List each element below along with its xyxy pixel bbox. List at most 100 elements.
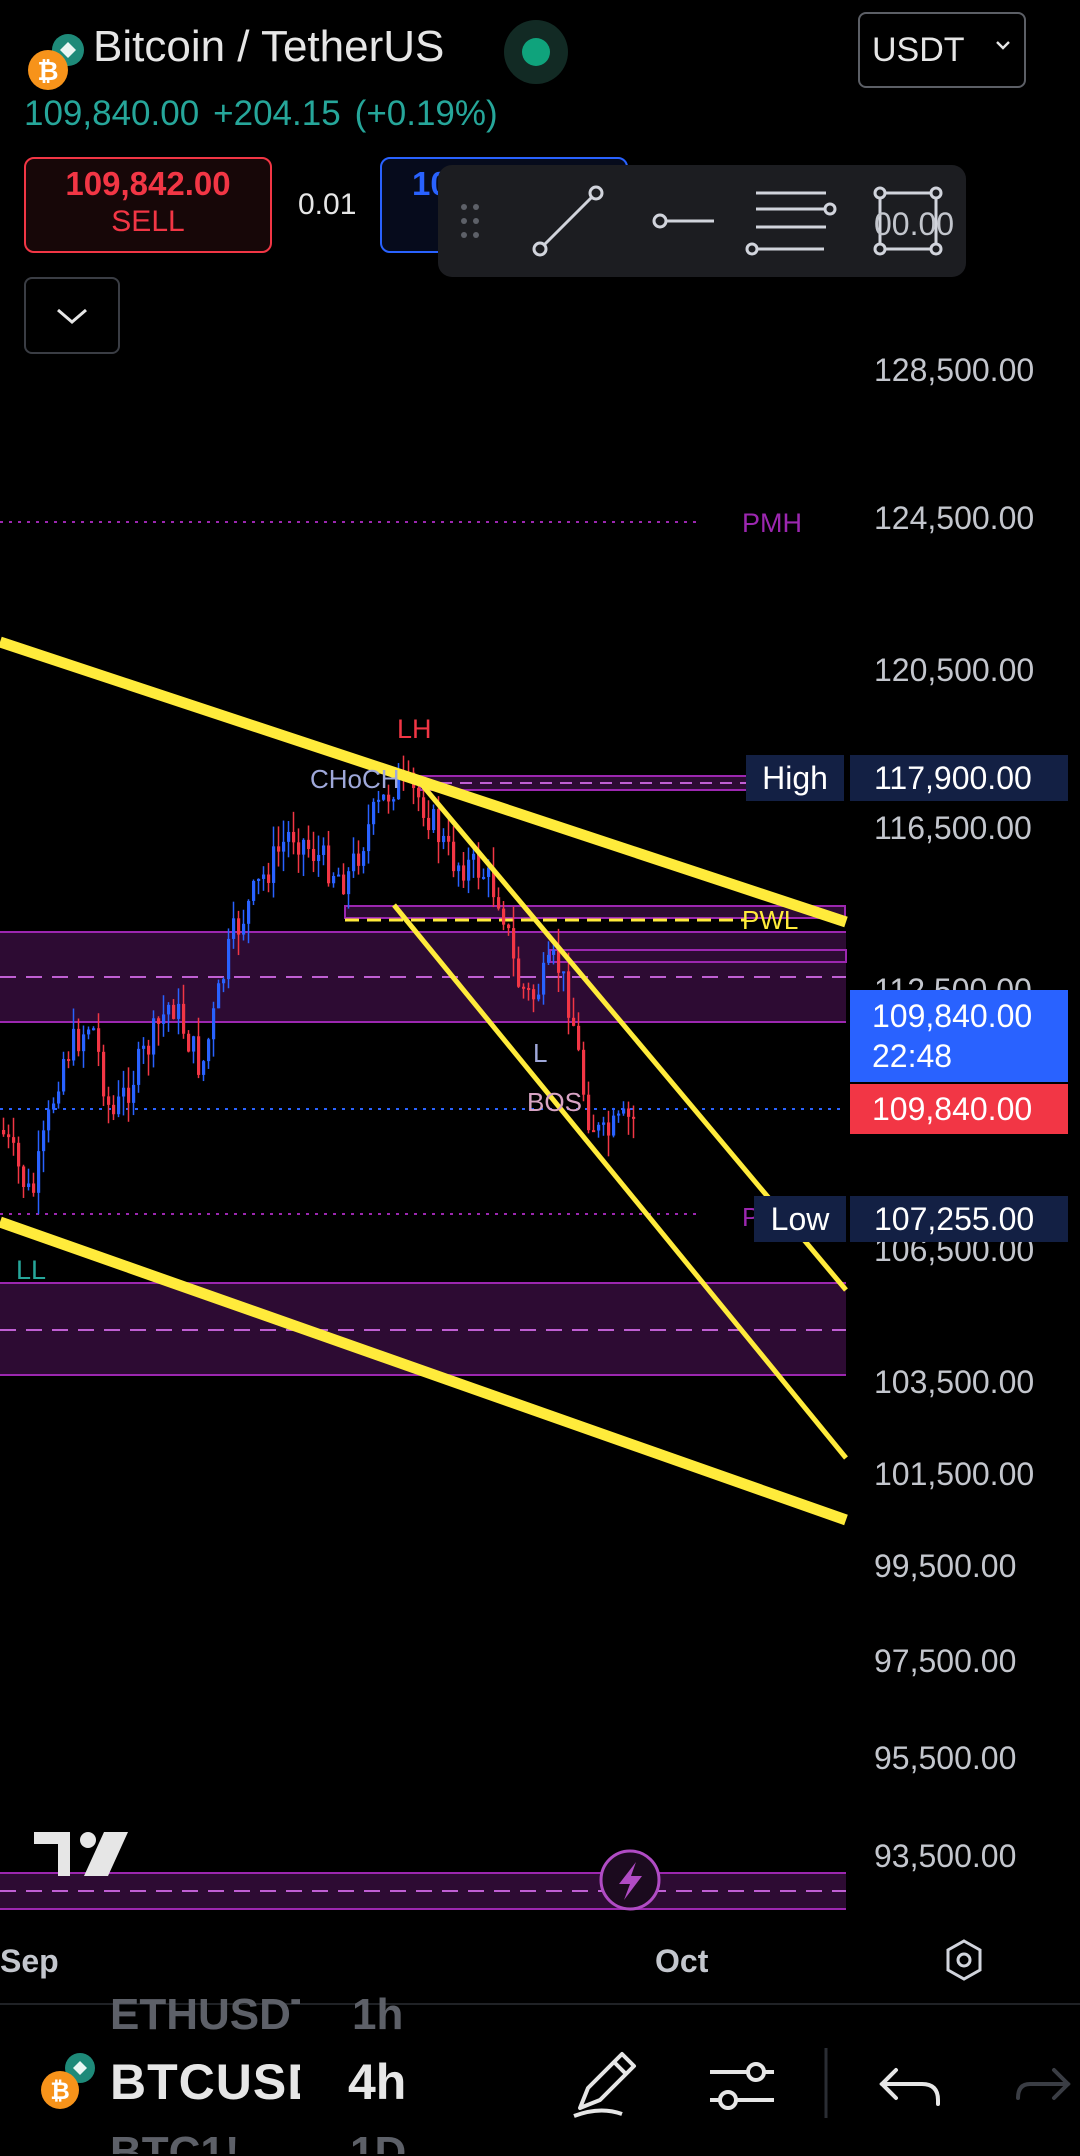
candle	[237, 918, 241, 935]
candle	[367, 824, 371, 852]
chart-settings-icon[interactable]	[946, 1939, 982, 1981]
candle	[497, 897, 501, 909]
candle	[22, 1166, 26, 1188]
candle	[132, 1084, 136, 1103]
currency-select[interactable]: USDT	[858, 12, 1026, 88]
candle	[7, 1134, 11, 1138]
price-scale-label: 00.00	[874, 206, 955, 242]
candle	[272, 846, 276, 883]
fib-retracement-icon[interactable]	[745, 191, 837, 256]
candle	[212, 1008, 216, 1040]
candle	[612, 1115, 616, 1136]
expand-toggle[interactable]	[24, 277, 120, 354]
candles	[2, 755, 636, 1215]
lightning-icon[interactable]	[599, 1849, 661, 1911]
candle	[447, 835, 451, 842]
candle	[72, 1028, 76, 1061]
sell-price: 109,842.00	[65, 165, 231, 202]
candle	[347, 871, 351, 895]
candle	[232, 918, 236, 939]
symbol-title[interactable]: Bitcoin / TetherUS	[93, 22, 445, 71]
candle	[557, 949, 561, 973]
candle	[292, 831, 296, 843]
candle	[282, 841, 286, 852]
pencil-icon[interactable]	[573, 2052, 636, 2118]
low-tag-label: Low	[754, 1196, 846, 1242]
high-tag-value: 117,900.00	[850, 755, 1068, 801]
candle	[217, 983, 221, 1009]
candle	[527, 987, 531, 990]
candle	[462, 865, 466, 881]
timeframe-prev[interactable]: 1h	[352, 1990, 404, 2034]
symbol-prev[interactable]: ETHUSDT	[110, 1990, 300, 2034]
undo-icon[interactable]	[879, 2068, 940, 2106]
candle	[57, 1091, 61, 1104]
candle	[322, 845, 326, 855]
candle	[517, 958, 521, 987]
last-price: 109,840.00	[24, 94, 200, 133]
low-tag-value: 107,255.00	[850, 1196, 1068, 1242]
pwl-box	[344, 905, 847, 963]
candle	[382, 794, 386, 800]
sell-button[interactable]: 109,842.00 SELL	[24, 157, 272, 253]
sell-label: SELL	[111, 205, 185, 238]
inner-channel-line-2[interactable]	[392, 903, 848, 1460]
candle	[82, 1034, 86, 1052]
timeframe-next[interactable]: 1D	[350, 2128, 407, 2154]
bottom-tools	[573, 2048, 1071, 2118]
candle	[582, 1049, 586, 1095]
zone-lower	[0, 1282, 846, 1376]
candle	[622, 1108, 626, 1114]
candle	[437, 809, 441, 843]
order-quantity[interactable]: 0.01	[298, 188, 357, 221]
price-scale-label: 103,500.00	[874, 1364, 1035, 1400]
svg-text:₿: ₿	[50, 2078, 70, 2105]
lh-label: LH	[397, 714, 432, 744]
candle	[602, 1122, 606, 1125]
candle	[157, 1018, 161, 1024]
price-scale-label: 99,500.00	[874, 1548, 1017, 1584]
candle	[262, 874, 266, 879]
candle	[287, 831, 291, 842]
candle	[627, 1108, 631, 1117]
candle	[312, 848, 316, 862]
timeframe-selector[interactable]: 4h	[348, 2054, 407, 2110]
candle	[577, 1025, 581, 1050]
currency-value: USDT	[872, 30, 965, 69]
symbol-selector[interactable]: BTCUSDT	[110, 2054, 300, 2110]
candle	[537, 994, 541, 1000]
lower-channel-line[interactable]	[0, 1216, 848, 1526]
choch-label: CHoCH	[310, 764, 400, 794]
market-open-dot-icon[interactable]	[504, 20, 568, 84]
price-scale-label: 95,500.00	[874, 1740, 1017, 1776]
symbol-next[interactable]: BTC1!	[110, 2128, 240, 2154]
rectangle-icon[interactable]	[873, 186, 943, 256]
horizontal-ray-icon[interactable]	[652, 213, 714, 229]
candle	[337, 874, 341, 877]
candle	[327, 845, 331, 884]
candle	[2, 1130, 6, 1135]
candle	[242, 923, 246, 935]
redo-icon[interactable]	[1016, 2068, 1071, 2100]
candle	[112, 1104, 116, 1115]
candle	[182, 1003, 186, 1034]
price-scale-label: 101,500.00	[874, 1456, 1035, 1492]
settings-sliders-icon[interactable]	[710, 2062, 774, 2110]
candle	[452, 841, 456, 872]
price-chart[interactable]: PMH LH CHoCH PWL BOS L LL P	[0, 0, 1080, 2010]
candle	[547, 954, 551, 963]
bitcoin-icon: ₿	[41, 2053, 95, 2109]
candle	[67, 1059, 71, 1062]
candle	[442, 835, 446, 843]
trend-line-icon[interactable]	[532, 185, 604, 257]
candle	[102, 1051, 106, 1097]
candle	[617, 1113, 621, 1116]
upper-channel-line[interactable]	[0, 636, 848, 928]
candle	[257, 878, 261, 881]
candle	[532, 989, 536, 1000]
candle	[27, 1183, 31, 1188]
candle	[222, 979, 226, 984]
drag-handle-icon[interactable]	[461, 204, 479, 238]
drawing-toolbar	[438, 165, 966, 277]
trendlines[interactable]	[0, 636, 848, 1526]
